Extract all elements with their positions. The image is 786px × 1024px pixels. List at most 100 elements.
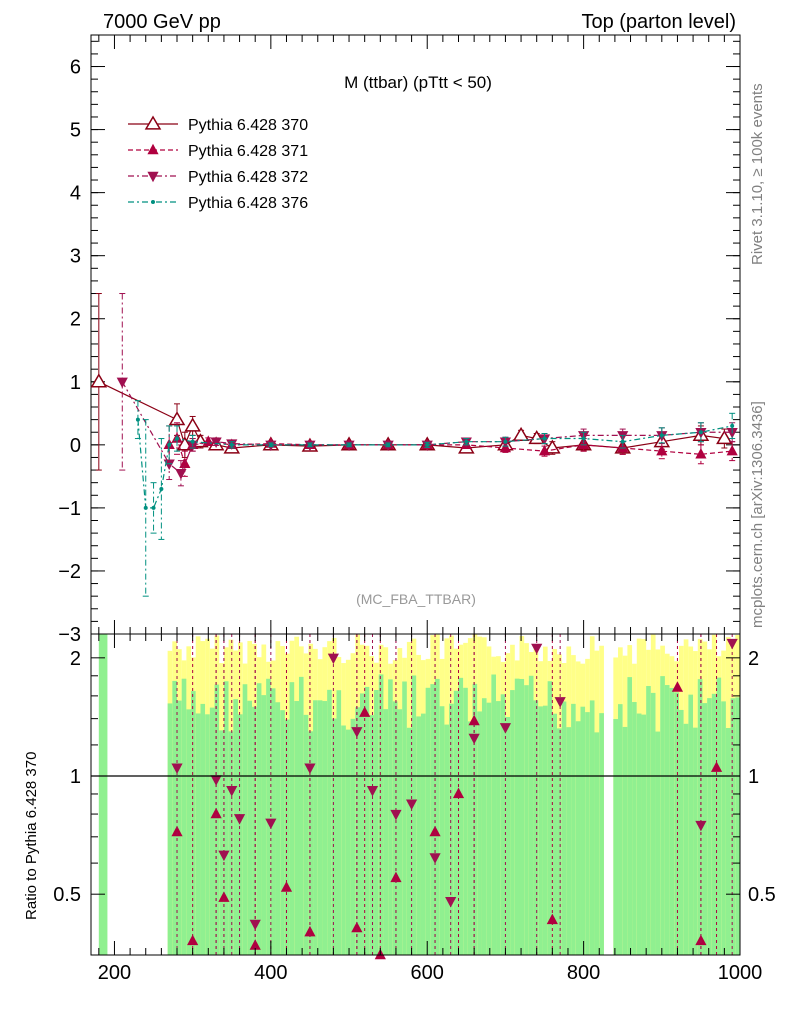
band-green — [524, 685, 529, 955]
ratio-point — [671, 681, 684, 692]
band-green — [425, 687, 431, 955]
band-green — [294, 701, 299, 955]
data-point — [210, 437, 222, 448]
band-green — [510, 690, 515, 955]
chart-title: M (ttbar) (pTtt < 50) — [344, 73, 492, 92]
band-green — [167, 703, 173, 955]
band-green — [542, 705, 548, 955]
data-point — [116, 377, 128, 389]
band-green — [439, 706, 445, 955]
data-point — [512, 426, 530, 442]
ratio-point — [351, 727, 363, 738]
band-green — [336, 690, 342, 955]
main-ytick-label: 5 — [70, 120, 81, 142]
band-green — [467, 721, 473, 955]
ratio-point — [327, 653, 339, 665]
band-green — [557, 728, 562, 955]
ratio-ytick-label: 2 — [70, 648, 81, 670]
band-green — [209, 707, 215, 955]
band-green — [98, 634, 108, 955]
band-green — [289, 682, 295, 955]
ratio-point — [218, 850, 230, 862]
ratio-xtick-label: 200 — [98, 962, 131, 984]
band-green — [261, 695, 267, 955]
data-point — [143, 505, 148, 510]
ratio-point — [218, 891, 230, 902]
band-green — [547, 681, 553, 955]
band-green — [369, 715, 375, 955]
band-green — [392, 701, 398, 955]
ratio-xtick-label: 400 — [254, 962, 287, 984]
ratio-xtick-label: 600 — [411, 962, 444, 984]
band-green — [449, 703, 454, 955]
ratio-point — [554, 697, 566, 708]
ratio-point — [445, 896, 457, 908]
data-point — [184, 417, 201, 432]
band-green — [308, 731, 314, 955]
band-green — [388, 679, 393, 955]
band-green — [345, 729, 351, 955]
main-series-layer — [90, 293, 738, 597]
band-green — [355, 707, 360, 955]
header-left: 7000 GeV pp — [103, 11, 221, 33]
ratio-ytick-label: 1 — [70, 766, 81, 788]
ratio-point — [429, 825, 441, 837]
main-ytick-label: 4 — [70, 183, 81, 205]
band-green — [679, 709, 684, 955]
data-point — [135, 417, 140, 422]
band-green — [247, 700, 253, 955]
band-green — [181, 678, 187, 955]
data-point — [167, 442, 172, 447]
band-green — [730, 698, 736, 955]
main-ytick-label: 2 — [70, 309, 81, 331]
band-green — [575, 721, 581, 955]
band-green — [195, 713, 201, 955]
band-green — [223, 681, 229, 955]
ratio-point — [304, 763, 316, 774]
band-green — [331, 718, 337, 955]
band-green — [505, 717, 511, 955]
band-green — [477, 711, 482, 955]
band-green — [435, 678, 440, 955]
band-green — [594, 732, 600, 955]
band-green — [650, 692, 656, 955]
ratio-point — [280, 881, 293, 892]
band-green — [486, 702, 492, 955]
band-green — [317, 700, 323, 955]
band-green — [514, 678, 520, 955]
rivet-label: Rivet 3.1.10, ≥ 100k events — [749, 83, 766, 265]
ratio-ytick-label: 0.5 — [53, 884, 81, 906]
band-green — [172, 680, 178, 955]
band-green — [618, 704, 623, 955]
band-green — [571, 703, 576, 955]
ratio-point — [171, 825, 183, 837]
band-green — [200, 703, 206, 955]
data-point — [578, 438, 590, 450]
legend-marker — [147, 171, 159, 183]
band-green — [735, 697, 740, 955]
ratio-point — [390, 809, 402, 821]
band-green — [664, 685, 670, 955]
data-point — [581, 436, 586, 441]
ratio-uncertainty-bands — [98, 634, 740, 955]
band-green — [660, 676, 665, 955]
ratio-point — [499, 723, 512, 734]
data-point — [698, 430, 703, 435]
header-right: Top (parton level) — [581, 11, 736, 33]
band-green — [580, 706, 586, 955]
band-green — [280, 710, 285, 955]
band-green — [632, 702, 637, 955]
data-point — [175, 469, 187, 480]
band-green — [725, 728, 731, 955]
band-green — [191, 691, 196, 955]
data-point — [90, 373, 108, 388]
band-green — [636, 713, 642, 955]
data-point — [464, 439, 469, 444]
legend-label: Pythia 6.428 376 — [188, 195, 308, 212]
band-green — [519, 678, 525, 955]
band-green — [669, 687, 675, 955]
band-green — [613, 719, 619, 955]
series-line-3 — [137, 419, 733, 509]
data-point — [386, 442, 391, 447]
main-ytick-label: 3 — [70, 246, 81, 268]
